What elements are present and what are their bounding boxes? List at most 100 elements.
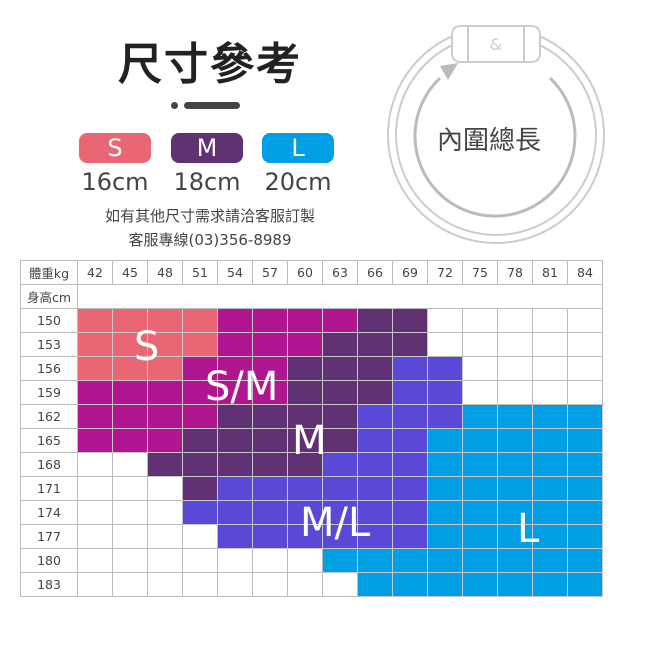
weight-col-header: 69 [392, 260, 428, 285]
size-cell [532, 524, 568, 549]
size-cell [532, 476, 568, 501]
weight-col-header: 45 [112, 260, 148, 285]
size-cell [567, 452, 603, 477]
height-header-row: 身高cm [20, 284, 603, 309]
size-cell [217, 524, 253, 549]
height-row-header: 177 [20, 524, 78, 549]
height-row-header: 174 [20, 500, 78, 525]
size-cell [217, 308, 253, 333]
size-cell [532, 332, 568, 357]
weight-header: 體重kg [20, 260, 78, 285]
size-cell [462, 380, 498, 405]
table-row: 153 [20, 332, 603, 357]
size-cell [147, 428, 183, 453]
size-cell [112, 332, 148, 357]
size-cell [287, 548, 323, 573]
size-cell [357, 548, 393, 573]
size-cell [567, 428, 603, 453]
weight-col-header: 48 [147, 260, 183, 285]
table-row: 174 [20, 500, 603, 525]
size-cell [322, 332, 358, 357]
size-cell [252, 500, 288, 525]
size-cell [182, 308, 218, 333]
size-cell [392, 572, 428, 597]
size-cell [532, 452, 568, 477]
size-cell [112, 428, 148, 453]
height-row-header: 159 [20, 380, 78, 405]
size-cell [497, 428, 533, 453]
weight-col-header: 63 [322, 260, 358, 285]
height-row-header: 156 [20, 356, 78, 381]
ring-illustration: & [387, 25, 605, 244]
size-cell [252, 524, 288, 549]
size-cell [217, 380, 253, 405]
size-cell [427, 476, 463, 501]
size-cell [182, 404, 218, 429]
size-cell [322, 428, 358, 453]
size-cell [392, 308, 428, 333]
size-cell [322, 308, 358, 333]
size-cell [147, 308, 183, 333]
size-cell [462, 332, 498, 357]
size-cell [147, 548, 183, 573]
size-cell [252, 428, 288, 453]
size-cell [182, 548, 218, 573]
size-cell [287, 524, 323, 549]
size-cell [392, 548, 428, 573]
size-cell [392, 428, 428, 453]
size-cell [462, 428, 498, 453]
size-cell [392, 524, 428, 549]
size-cell [357, 332, 393, 357]
size-cell [322, 404, 358, 429]
size-cell [532, 428, 568, 453]
size-cell [392, 404, 428, 429]
size-cell [217, 548, 253, 573]
size-cell [252, 308, 288, 333]
size-cell [147, 572, 183, 597]
size-cell [427, 332, 463, 357]
size-cell [182, 332, 218, 357]
height-header: 身高cm [20, 284, 78, 309]
height-row-header: 180 [20, 548, 78, 573]
size-cell [217, 476, 253, 501]
size-cell [567, 356, 603, 381]
size-cell [462, 476, 498, 501]
size-cell [287, 308, 323, 333]
size-cell [462, 308, 498, 333]
table-row: 171 [20, 476, 603, 501]
size-cell [287, 404, 323, 429]
weight-col-header: 75 [462, 260, 498, 285]
size-cell [182, 524, 218, 549]
size-cell [567, 404, 603, 429]
size-length-m: 18cm [173, 168, 241, 196]
size-cell [357, 572, 393, 597]
title-divider-dot [171, 102, 178, 109]
size-cell [147, 524, 183, 549]
size-cell [252, 572, 288, 597]
size-cell [217, 452, 253, 477]
arrow-path [413, 76, 577, 218]
weight-col-header: 66 [357, 260, 393, 285]
size-cell [147, 452, 183, 477]
title-divider-bar [184, 102, 240, 109]
size-cell [392, 380, 428, 405]
size-cell [112, 308, 148, 333]
custom-size-note: 如有其他尺寸需求請洽客服訂製 [104, 207, 315, 225]
size-cell [427, 548, 463, 573]
size-cell [147, 404, 183, 429]
size-cell [532, 548, 568, 573]
size-cell [217, 332, 253, 357]
arrow-head-icon [440, 63, 458, 80]
size-length-s: 16cm [81, 168, 149, 196]
size-cell [462, 500, 498, 525]
size-cell [322, 476, 358, 501]
size-cell [357, 500, 393, 525]
size-badge-m: M [171, 133, 243, 163]
height-row-header: 150 [20, 308, 78, 333]
size-cell [497, 332, 533, 357]
size-cell [532, 572, 568, 597]
weight-col-header: 42 [77, 260, 113, 285]
size-cell [217, 500, 253, 525]
size-cell [147, 476, 183, 501]
zone-label-l: L [517, 506, 540, 552]
